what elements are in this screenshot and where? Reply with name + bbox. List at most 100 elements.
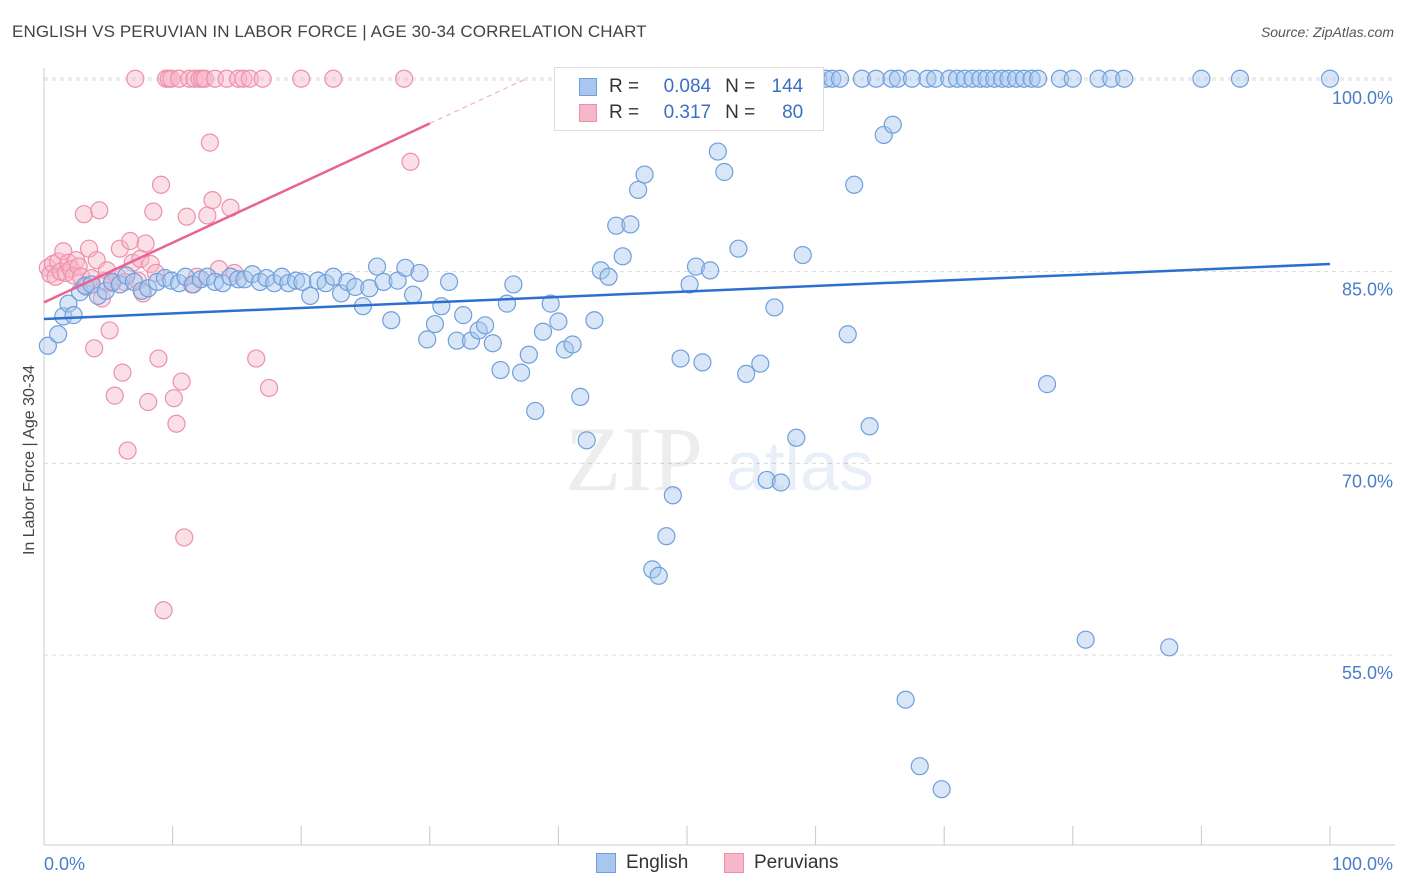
peruvian-n-label: N = [725, 102, 756, 123]
y-tick-label: 70.0% [1342, 471, 1393, 491]
english-point [447, 331, 466, 350]
peruvian-point [167, 414, 186, 433]
english-point [765, 298, 784, 317]
english-point [635, 165, 654, 184]
y-tick-label: 85.0% [1342, 280, 1393, 300]
english-point [955, 69, 974, 88]
source-label: Source: ZipAtlas.com [1260, 24, 1394, 40]
peruvian-point [118, 441, 137, 460]
y-tick-labels: 55.0% 70.0% 85.0% 100.0% [1332, 88, 1393, 683]
peruvian-point [54, 242, 73, 261]
english-points [38, 69, 1340, 799]
english-point [757, 470, 776, 490]
peruvian-point [185, 69, 204, 88]
peruvian-r-label: R = [609, 102, 640, 123]
english-point [563, 335, 582, 354]
peruvian-point [203, 191, 222, 210]
english-point [999, 69, 1018, 88]
english-point [549, 312, 568, 331]
english-point [64, 306, 83, 325]
english-point [918, 69, 937, 88]
peruvian-point [292, 69, 311, 88]
peruvian-legend-swatch [724, 853, 744, 873]
english-point [410, 263, 429, 283]
english-point [324, 267, 343, 286]
english-legend-label: English [626, 852, 689, 873]
english-point [910, 757, 929, 776]
english-point [874, 125, 893, 145]
english-point [432, 297, 451, 316]
peruvian-trend-line [43, 122, 431, 304]
english-point [367, 257, 387, 276]
english-swatch [579, 78, 597, 96]
english-point [883, 115, 902, 134]
english-point [59, 294, 78, 313]
peruvian-point [121, 231, 140, 251]
peruvian-point [164, 389, 183, 408]
english-point [708, 142, 727, 161]
english-point [286, 271, 306, 290]
english-point [301, 286, 320, 306]
peruvian-point [401, 152, 420, 171]
english-point [751, 354, 770, 373]
english-point [599, 267, 618, 286]
peruvian-point [46, 267, 65, 286]
english-point [110, 275, 129, 294]
y-tick-label: 55.0% [1342, 663, 1393, 683]
peruvian-point [172, 372, 191, 391]
watermark-atlas: atlas [726, 427, 874, 505]
peruvian-points [38, 69, 420, 620]
english-point [1230, 69, 1250, 88]
peruvian-point [141, 254, 160, 274]
chart-title: ENGLISH VS PERUVIAN IN LABOR FORCE | AGE… [12, 22, 647, 41]
peruvian-point [144, 202, 163, 221]
english-point [787, 428, 806, 447]
english-point [940, 69, 959, 88]
english-point [1022, 69, 1041, 88]
english-point [526, 401, 545, 421]
english-point [396, 258, 415, 277]
english-point [896, 690, 915, 709]
english-point [519, 345, 538, 364]
peruvian-point [162, 69, 181, 88]
peruvian-point [85, 339, 104, 358]
peruvian-swatch [579, 104, 597, 122]
english-point [512, 363, 531, 382]
legend-item-english[interactable]: English [596, 852, 688, 874]
english-point [838, 325, 857, 344]
x-tick-label-max: 100.0% [1332, 854, 1393, 874]
english-point [613, 247, 632, 266]
english-point [454, 306, 473, 325]
english-point [866, 69, 886, 88]
peruvian-point [175, 528, 194, 547]
english-point [830, 69, 850, 88]
english-point [963, 69, 982, 88]
peruvian-r-value: 0.317 [663, 102, 712, 123]
peruvian-point [64, 266, 83, 285]
peruvian-point [110, 239, 129, 258]
english-point [977, 69, 996, 88]
english-point [571, 387, 590, 406]
english-trend-line [43, 262, 1331, 321]
english-point [686, 257, 706, 276]
english-point [860, 417, 879, 436]
english-point [657, 527, 676, 546]
english-point [932, 780, 951, 799]
english-n-label: N = [725, 76, 756, 97]
english-point [882, 69, 901, 88]
english-point [229, 270, 248, 289]
english-r-value: 0.084 [663, 76, 712, 97]
axes [43, 68, 1395, 846]
english-point [541, 294, 560, 313]
legend-item-peruvians[interactable]: Peruvians [724, 852, 839, 874]
english-point [491, 360, 510, 380]
english-point [533, 322, 553, 341]
english-point [926, 69, 945, 88]
english-point [1028, 69, 1048, 88]
peruvian-point [247, 349, 266, 368]
english-point [38, 336, 57, 355]
peruvian-point [200, 133, 219, 152]
peruvian-point [198, 206, 217, 225]
english-point [1089, 69, 1108, 88]
